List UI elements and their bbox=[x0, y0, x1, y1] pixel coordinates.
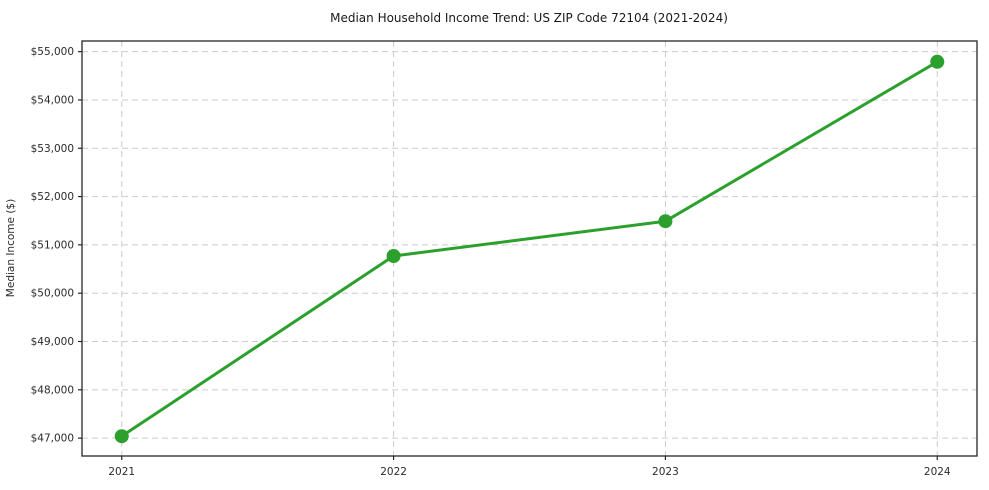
data-point-marker bbox=[386, 248, 401, 263]
data-point-marker bbox=[930, 54, 945, 69]
tick-labels-layer: $47,000 $48,000 $49,000 $50,000 $51,000 $52,0… bbox=[31, 46, 951, 478]
data-point-marker bbox=[658, 214, 673, 229]
y-tick-label: $48,000 bbox=[31, 384, 74, 396]
y-tick-label: $51,000 bbox=[31, 239, 74, 251]
y-tick-label: $55,000 bbox=[31, 46, 74, 58]
plot-border bbox=[81, 40, 978, 457]
y-tick-label: $47,000 bbox=[31, 433, 74, 445]
series-line bbox=[120, 60, 939, 438]
x-tick-label: 2022 bbox=[380, 466, 407, 478]
y-tick-label: $49,000 bbox=[31, 336, 74, 348]
chart-title: Median Household Income Trend: US ZIP Co… bbox=[330, 11, 728, 25]
x-tick-label: 2023 bbox=[652, 466, 679, 478]
y-axis-label: Median Income ($) bbox=[5, 199, 17, 297]
y-tick-label: $53,000 bbox=[31, 143, 74, 155]
y-tick-label: $50,000 bbox=[31, 288, 74, 300]
grid-layer bbox=[82, 41, 977, 456]
x-tick-label: 2021 bbox=[108, 466, 135, 478]
x-tick-label: 2024 bbox=[924, 466, 951, 478]
data-point-marker bbox=[114, 429, 129, 444]
y-tick-label: $54,000 bbox=[31, 94, 74, 106]
y-tick-label: $52,000 bbox=[31, 191, 74, 203]
axes-layer bbox=[78, 40, 978, 460]
series-layer bbox=[114, 54, 945, 444]
